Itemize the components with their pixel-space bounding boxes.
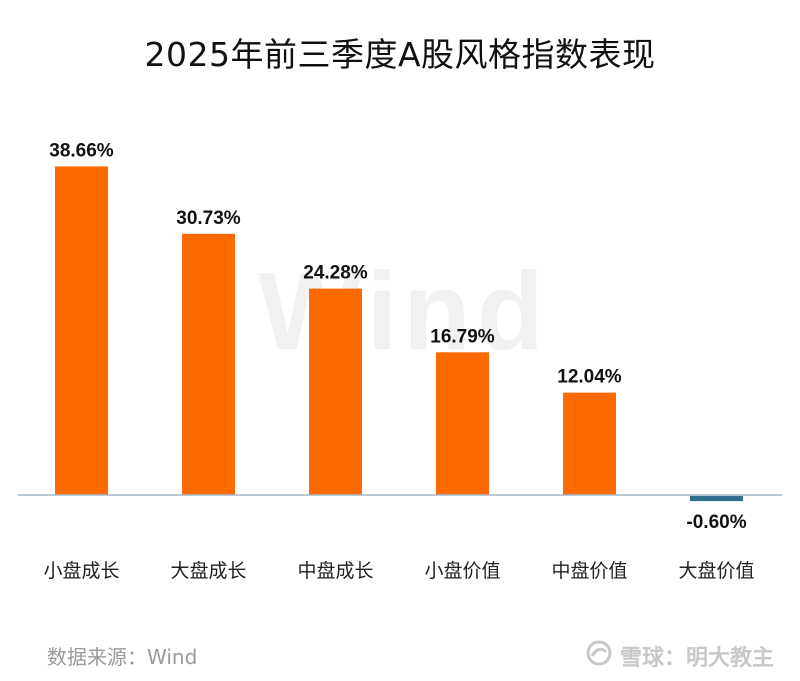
data-label-4: 16.79%: [430, 326, 495, 347]
snowball-logo-icon: [586, 640, 612, 672]
bar-6: [690, 496, 743, 502]
data-label-3: 24.28%: [303, 263, 368, 284]
bar-3: [309, 288, 362, 495]
bar-4: [436, 352, 489, 495]
x-tick-label-3: 中盘成长: [297, 560, 373, 582]
brand-watermark: 雪球：明大教主: [586, 640, 774, 672]
bar-2: [182, 233, 235, 496]
data-label-6: -0.60%: [686, 512, 746, 533]
watermark: Wind: [258, 250, 550, 373]
data-label-2: 30.73%: [176, 208, 241, 229]
data-source-note: 数据来源：Wind: [47, 645, 198, 669]
x-tick-label-5: 中盘价值: [551, 560, 627, 582]
x-tick-label-2: 大盘成长: [170, 560, 246, 582]
x-tick-label-4: 小盘价值: [424, 560, 500, 582]
bar-5: [563, 392, 616, 495]
brand-text: 雪球：明大教主: [620, 646, 775, 671]
data-label-1: 38.66%: [49, 140, 114, 161]
chart-title: 2025年前三季度A股风格指数表现: [144, 35, 656, 74]
x-tick-label-6: 大盘价值: [678, 560, 754, 582]
bar-1: [55, 166, 108, 495]
x-tick-label-1: 小盘成长: [43, 560, 119, 582]
data-label-5: 12.04%: [557, 367, 622, 388]
